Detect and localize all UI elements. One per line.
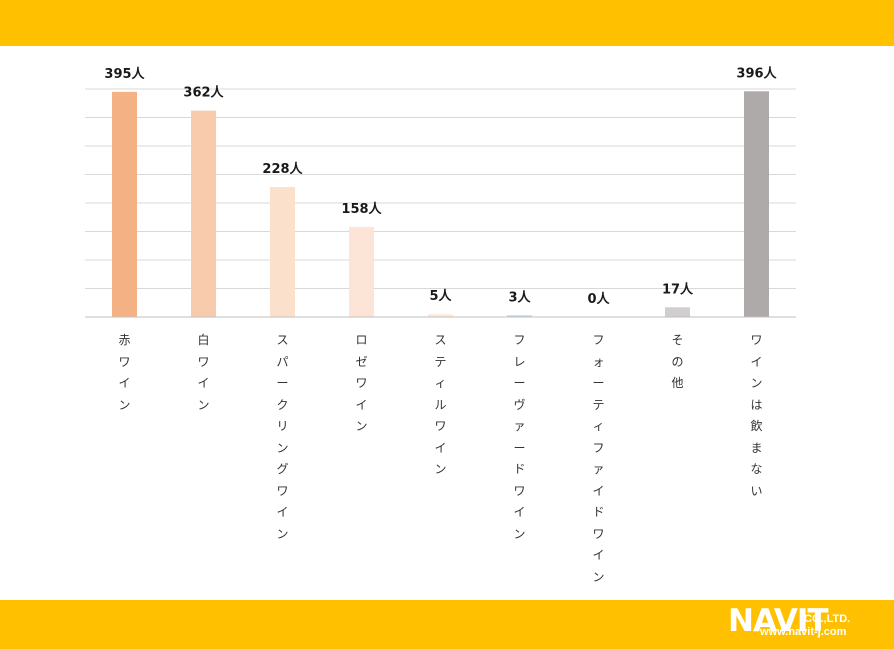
- value-label: 17人: [662, 281, 694, 297]
- category-label: ワインは飲まない: [750, 333, 763, 498]
- value-label: 396人: [736, 65, 777, 81]
- top-banner: [0, 0, 894, 46]
- value-label: 395人: [104, 66, 145, 82]
- navit-logo: NAVIT CO.,LTD. www.navit-j.com: [726, 603, 886, 645]
- category-label: スティルワイン: [434, 333, 447, 476]
- value-label: 5人: [429, 288, 452, 304]
- logo-url: www.navit-j.com: [760, 626, 847, 638]
- category-label: スパークリングワイン: [276, 333, 289, 541]
- bar: [507, 315, 532, 317]
- value-label: 228人: [262, 161, 303, 177]
- category-label: フレーヴァードワイン: [513, 333, 526, 541]
- bar: [112, 91, 137, 317]
- value-label: 3人: [508, 289, 531, 305]
- bar: [428, 314, 453, 317]
- bar: [349, 226, 374, 317]
- bar: [744, 91, 769, 317]
- logo-brand: NAVIT: [728, 603, 829, 639]
- category-label: 白ワイン: [197, 333, 210, 412]
- category-label: フォーティファイドワイン: [592, 333, 605, 584]
- category-label: ロゼワイン: [355, 333, 368, 433]
- category-label: 赤ワイン: [118, 333, 131, 412]
- bottom-banner: [0, 600, 894, 649]
- bar: [191, 110, 216, 317]
- bars: [112, 91, 769, 317]
- category-label: その他: [671, 333, 684, 390]
- value-labels: 395人 362人 228人 158人 5人 3人 0人 17人 396人: [104, 65, 777, 307]
- bar: [270, 187, 295, 317]
- value-label: 158人: [341, 201, 382, 217]
- bar-chart: 395人 362人 228人 158人 5人 3人 0人 17人 396人: [85, 65, 796, 318]
- bar: [665, 307, 690, 317]
- value-label: 0人: [587, 291, 610, 307]
- logo-suffix: CO.,LTD.: [804, 613, 851, 625]
- value-label: 362人: [183, 85, 224, 101]
